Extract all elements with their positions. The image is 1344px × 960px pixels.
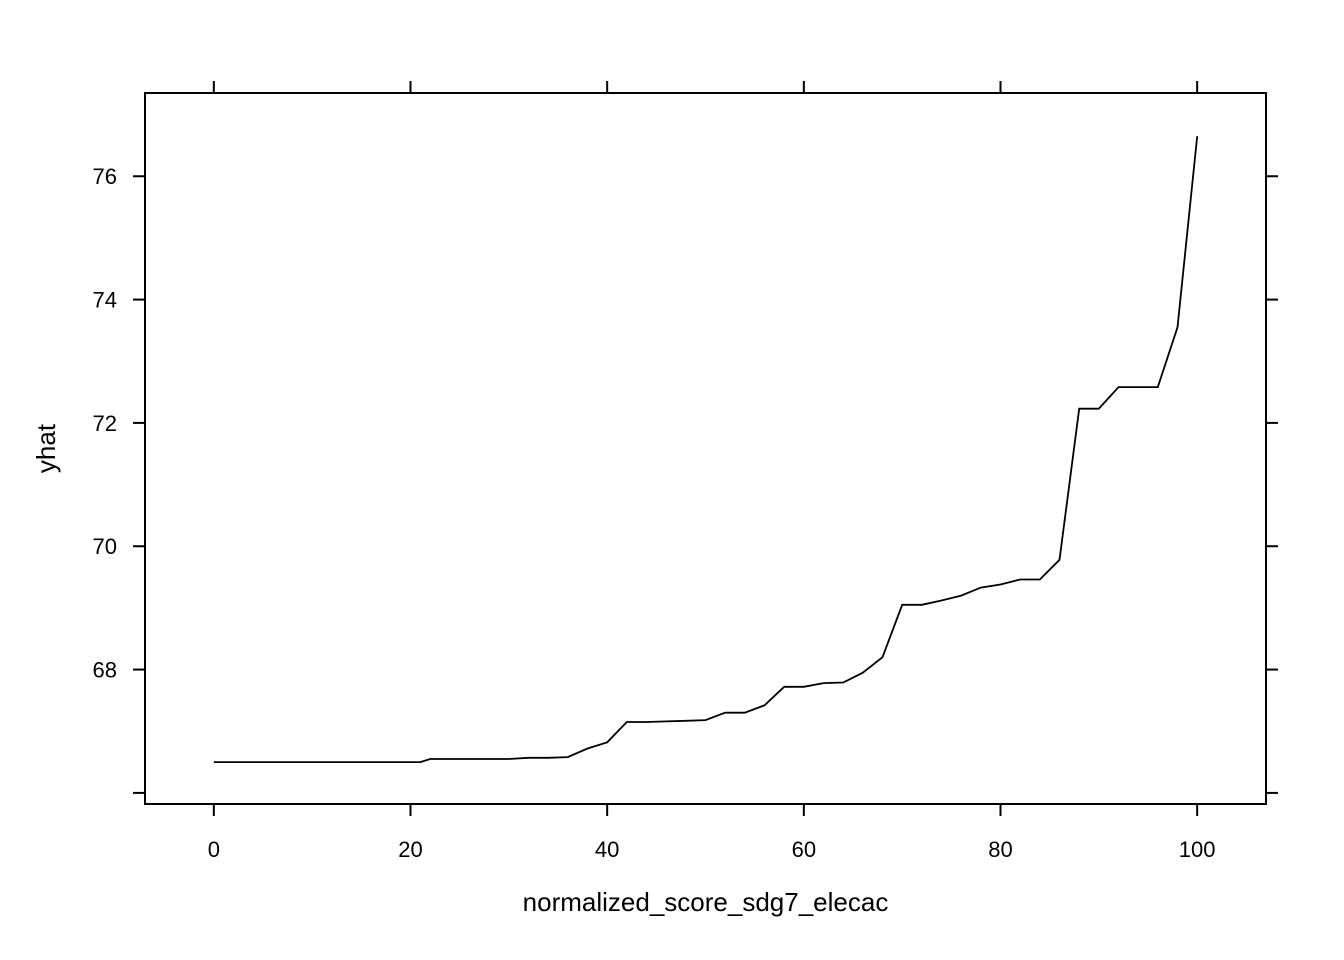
y-axis: 68 70 72 74 76 — [93, 164, 1278, 794]
x-tick-label: 40 — [595, 837, 619, 862]
x-axis-title: normalized_score_sdg7_elecac — [523, 887, 889, 917]
y-tick-label: 70 — [93, 534, 117, 559]
x-tick-label: 60 — [792, 837, 816, 862]
plot-frame — [144, 92, 1267, 805]
y-tick-label: 72 — [93, 411, 117, 436]
x-tick-label: 0 — [208, 837, 220, 862]
x-tick-label: 80 — [988, 837, 1012, 862]
y-axis-title: yhat — [31, 423, 61, 473]
x-tick-label: 100 — [1179, 837, 1216, 862]
x-tick-label: 20 — [398, 837, 422, 862]
y-tick-label: 76 — [93, 164, 117, 189]
x-axis: 0 20 40 60 80 100 — [208, 81, 1216, 862]
y-tick-label: 68 — [93, 658, 117, 683]
series-line — [213, 136, 1199, 763]
y-tick-label: 74 — [93, 288, 117, 313]
